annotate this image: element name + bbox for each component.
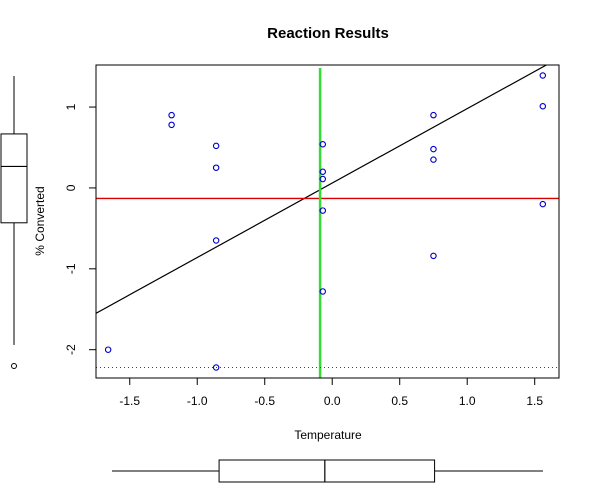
- x-box: [218, 459, 436, 483]
- y-tick-label: 1: [64, 103, 78, 110]
- data-point: [212, 164, 220, 171]
- plot-frame: [95, 64, 560, 379]
- x-tick-label: -1.0: [187, 394, 208, 408]
- y-axis-label: % Converted: [33, 186, 47, 255]
- y-boxplot: [0, 76, 28, 369]
- data-point: [212, 364, 220, 371]
- regression-line: [96, 65, 548, 315]
- y-axis: -2 -1 0 1: [64, 103, 97, 355]
- x-boxplot: [112, 459, 543, 483]
- data-point: [430, 111, 437, 119]
- data-point: [319, 288, 327, 295]
- y-tick-label: -1: [64, 263, 78, 274]
- data-point: [319, 175, 327, 183]
- x-tick-label: 0.5: [391, 394, 408, 408]
- x-axis: -1.5 -1.0 -0.5 0.0 0.5 1.0 1.5: [119, 377, 543, 408]
- x-tick-label: 1.0: [459, 394, 476, 408]
- data-point: [430, 145, 437, 153]
- y-tick-label: 0: [64, 184, 78, 191]
- data-point: [168, 111, 175, 119]
- y-tick-label: -2: [64, 344, 78, 355]
- data-point: [539, 102, 547, 110]
- data-point: [212, 142, 220, 150]
- chart-title: Reaction Results: [267, 25, 389, 42]
- data-point: [430, 156, 437, 163]
- data-point: [319, 141, 327, 148]
- data-point: [212, 237, 220, 244]
- data-point: [168, 121, 175, 129]
- data-point: [539, 200, 547, 208]
- data-point: [319, 207, 327, 214]
- x-tick-label: 0.0: [324, 394, 341, 408]
- y-box-outlier: [11, 363, 17, 369]
- data-point: [104, 346, 112, 353]
- data-point: [430, 252, 437, 260]
- y-box: [0, 133, 28, 224]
- x-axis-label: Temperature: [294, 428, 362, 442]
- data-points: [104, 72, 547, 371]
- x-tick-label: -0.5: [254, 394, 275, 408]
- reference-lines: [96, 65, 559, 378]
- x-tick-label: 1.5: [526, 394, 543, 408]
- x-tick-label: -1.5: [119, 394, 140, 408]
- data-point: [319, 168, 327, 176]
- data-point: [539, 72, 547, 79]
